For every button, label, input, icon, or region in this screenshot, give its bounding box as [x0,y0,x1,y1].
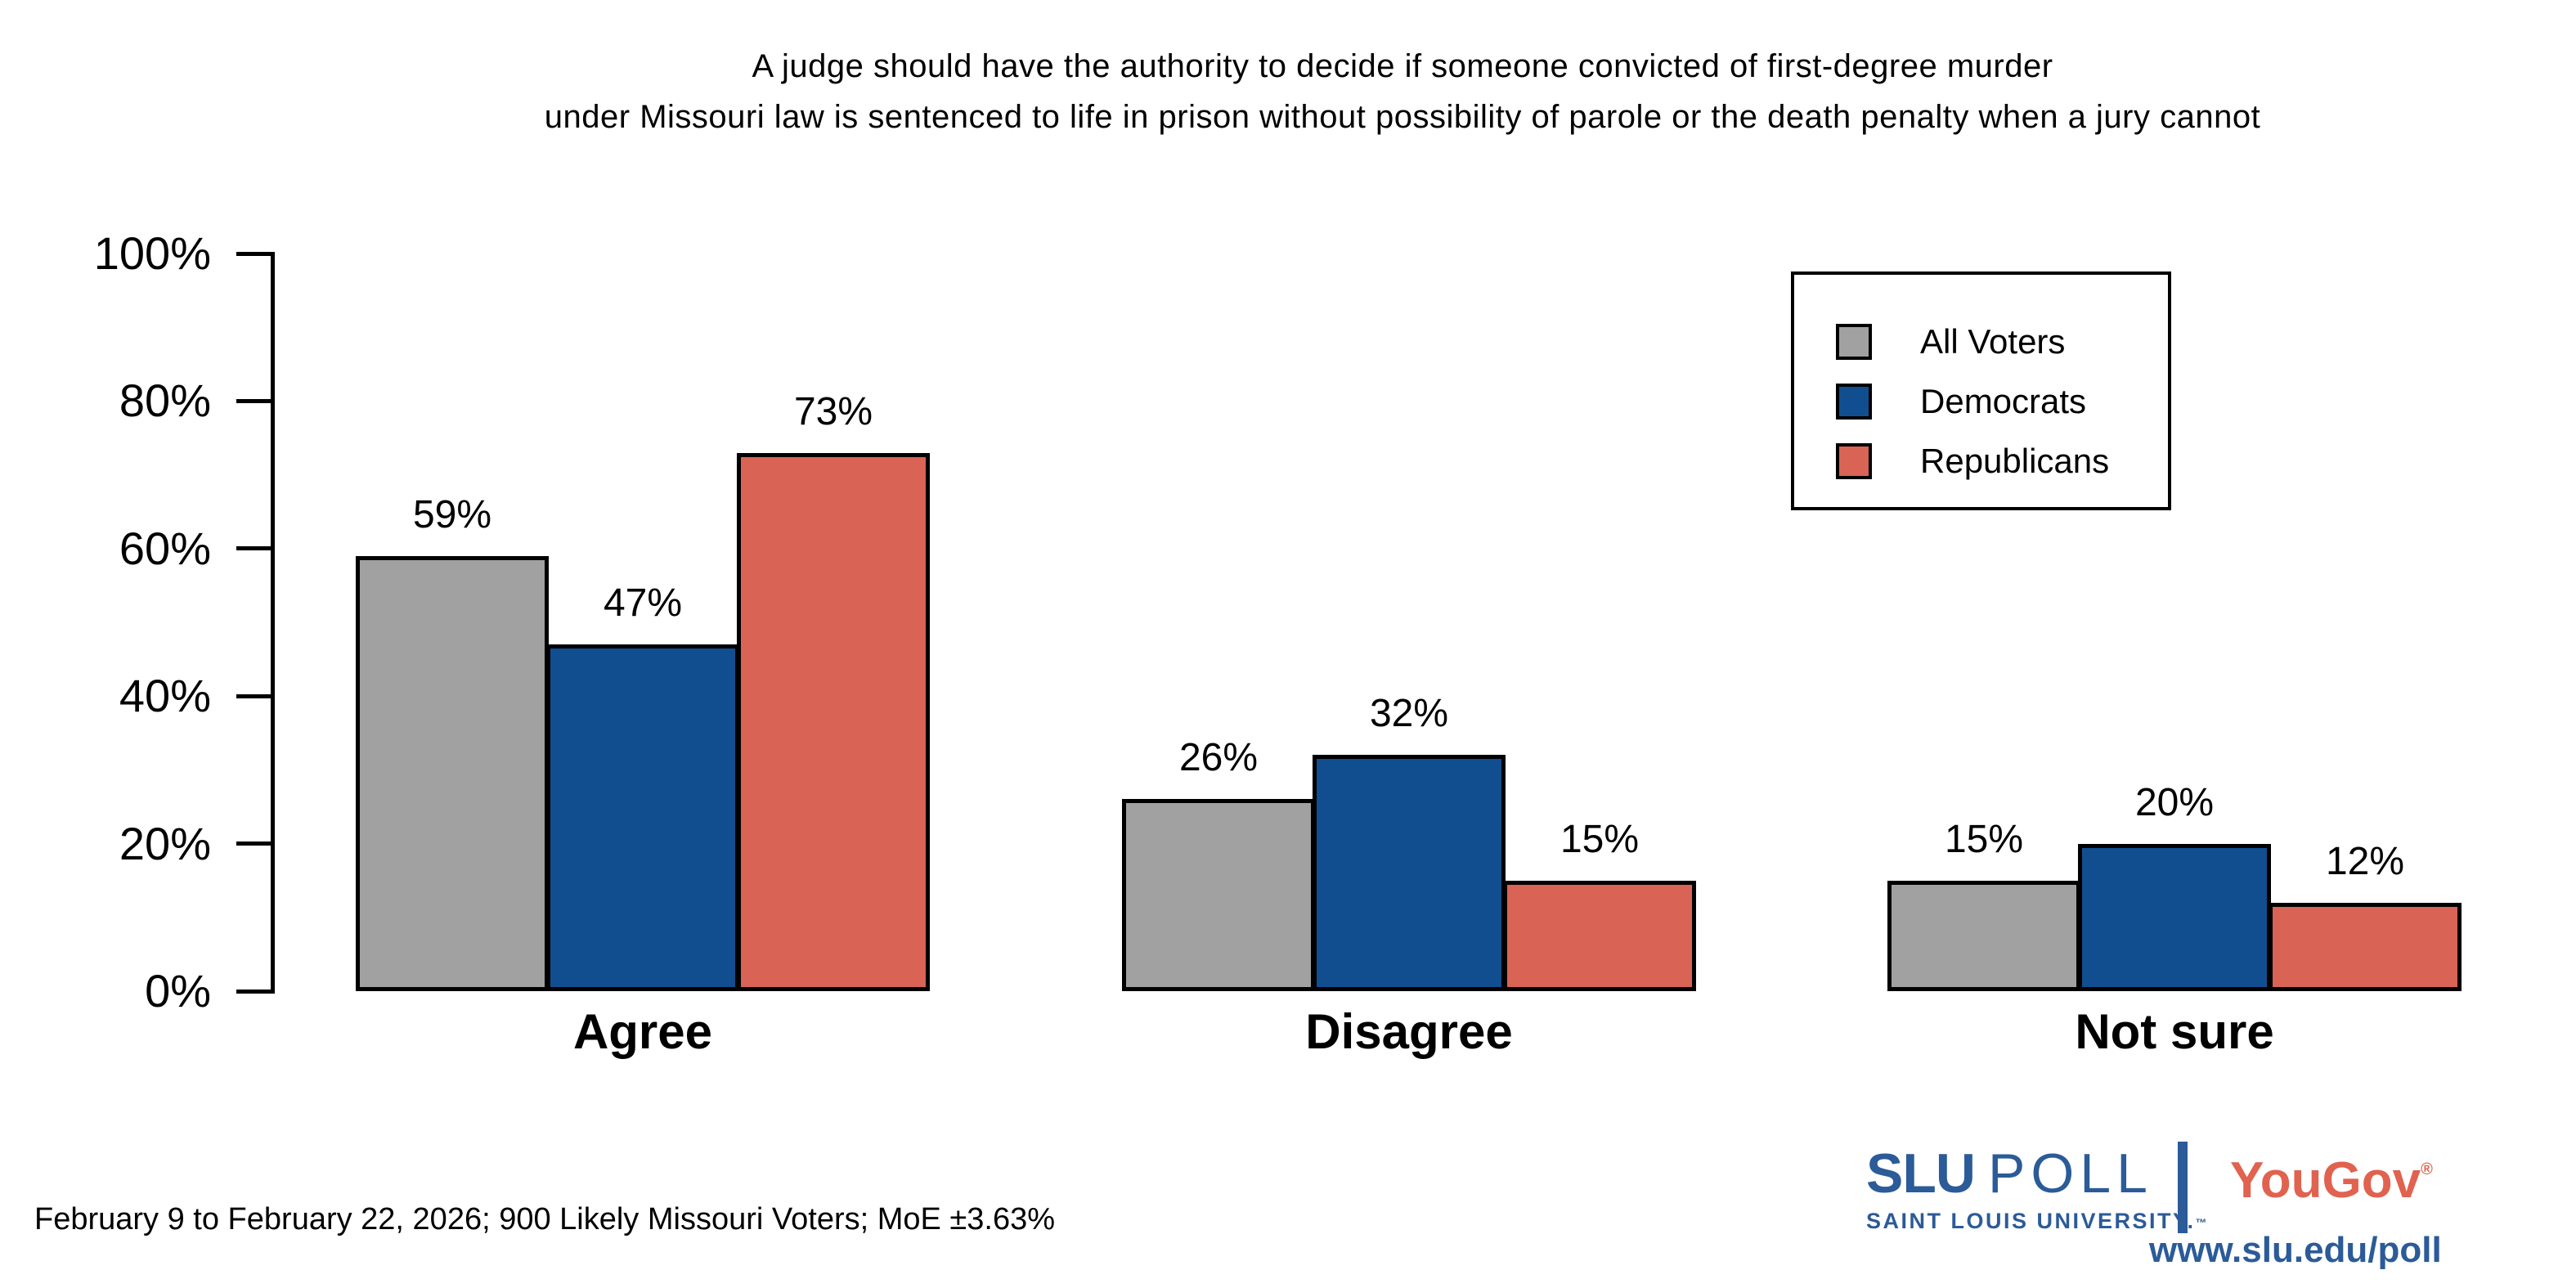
slu-poll-url: www.slu.edu/poll [2149,1230,2442,1270]
bar-democrats-agree [546,644,739,991]
bar-republicans-disagree [1503,880,1696,991]
y-tick-label: 0% [145,965,211,1016]
registered-symbol: ® [2421,1160,2433,1178]
slu-logo-text: SLU [1866,1142,1976,1205]
category-label-not-sure: Not sure [2075,1004,2274,1059]
slu-poll-logo: SLU POLL [1866,1142,2153,1205]
y-tick-label: 40% [119,670,211,722]
bar-value-label: 59% [412,492,492,536]
bar-value-label: 47% [603,581,683,626]
bar-value-label: 32% [1369,692,1449,736]
bar-democrats-disagree [1313,755,1506,991]
y-tick-label: 80% [119,375,211,427]
yougov-logo: YouGov® [2230,1151,2433,1209]
bar-value-label: 73% [793,389,873,433]
bar-all-voters-not-sure [1887,880,2080,991]
y-tick [236,841,275,846]
bar-value-label: 15% [1560,817,1640,861]
legend-swatch-icon [1836,384,1872,420]
bar-republicans-agree [737,452,930,991]
legend: All Voters Democrats Republicans [1791,272,2171,510]
y-tick-label: 60% [119,522,211,574]
category-label-agree: Agree [572,1004,713,1059]
y-tick [236,989,275,994]
y-axis-line [271,254,275,991]
y-tick [236,693,275,698]
brand-separator [2178,1142,2188,1233]
footnote: February 9 to February 22, 2026; 900 Lik… [34,1202,1056,1236]
legend-swatch-icon [1836,324,1872,360]
legend-row-democrats: Democrats [1794,372,2168,431]
y-tick [236,398,275,403]
poll-logo-text: POLL [1988,1142,2153,1205]
legend-label: Democrats [1920,382,2087,420]
bar-value-label: 20% [2134,780,2215,824]
chart-title-line2: under Missouri law is sentenced to life … [544,99,2261,135]
chart-title-line1: A judge should have the authority to dec… [752,48,2053,84]
bar-all-voters-disagree [1122,799,1315,991]
slu-subtitle-text: SAINT LOUIS UNIVERSITY. [1866,1209,2196,1233]
bar-value-label: 15% [1944,817,2024,861]
legend-row-all-voters: All Voters [1794,312,2168,371]
bar-republicans-not-sure [2269,902,2462,991]
y-tick [236,251,275,256]
yougov-logo-text: YouGov [2230,1152,2421,1209]
bar-democrats-not-sure [2078,843,2271,991]
y-tick-label: 20% [119,817,211,869]
legend-label: All Voters [1920,322,2066,361]
slu-subtitle: SAINT LOUIS UNIVERSITY.™ [1866,1209,2209,1234]
bar-all-voters-agree [356,555,549,991]
y-tick [236,546,275,551]
y-tick-label: 100% [93,227,211,279]
legend-row-republicans: Republicans [1794,432,2168,491]
trademark-symbol: ™ [2195,1216,2210,1229]
chart-title: A judge should have the authority to dec… [327,41,2478,142]
category-label-disagree: Disagree [1305,1004,1513,1059]
bar-value-label: 26% [1178,736,1259,780]
legend-swatch-icon [1836,443,1872,479]
legend-label: Republicans [1920,442,2110,480]
bar-value-label: 12% [2325,839,2405,883]
